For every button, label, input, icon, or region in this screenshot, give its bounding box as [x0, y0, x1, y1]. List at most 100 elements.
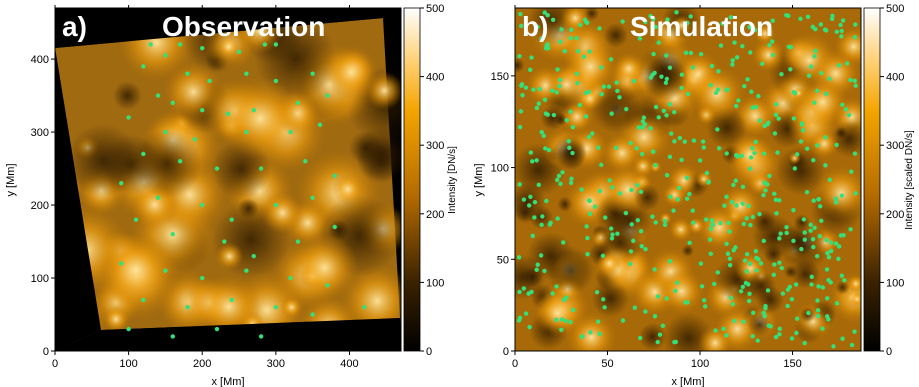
feature-marker	[834, 29, 840, 34]
feature-marker	[840, 102, 845, 108]
feature-marker	[741, 319, 746, 324]
intensity-patch	[612, 52, 645, 85]
feature-marker	[809, 274, 815, 280]
feature-marker	[516, 255, 522, 260]
feature-marker	[538, 253, 544, 258]
feature-marker	[738, 289, 744, 294]
feature-marker	[214, 326, 220, 332]
feature-marker	[750, 214, 756, 220]
feature-marker	[690, 65, 696, 70]
feature-marker	[685, 91, 691, 97]
feature-marker	[826, 277, 831, 283]
feature-marker	[528, 194, 533, 199]
feature-marker	[610, 185, 615, 190]
observation-colorbar-label: Intensity [DN/s]	[447, 146, 458, 214]
feature-marker	[801, 217, 807, 222]
feature-marker	[543, 111, 549, 116]
feature-marker	[836, 63, 842, 68]
feature-marker	[771, 272, 777, 278]
feature-marker	[814, 253, 820, 259]
feature-marker	[550, 88, 555, 93]
intensity-patch	[747, 312, 772, 337]
feature-marker	[637, 335, 643, 341]
y-tick-label: 150	[491, 71, 509, 83]
feature-marker	[745, 77, 750, 82]
feature-marker	[848, 227, 853, 232]
feature-marker	[774, 211, 779, 216]
feature-marker	[310, 312, 315, 317]
feature-marker	[852, 151, 858, 156]
intensity-patch	[756, 286, 785, 314]
feature-marker	[709, 63, 715, 69]
feature-marker	[839, 193, 845, 198]
intensity-patch	[671, 15, 693, 36]
y-tick-label: 0	[503, 346, 509, 358]
feature-marker	[731, 182, 736, 188]
feature-marker	[664, 76, 670, 82]
feature-marker	[244, 129, 249, 135]
feature-marker	[698, 51, 704, 57]
feature-marker	[629, 187, 634, 193]
feature-marker	[816, 313, 821, 319]
feature-marker	[834, 301, 840, 306]
feature-marker	[683, 300, 688, 305]
feature-marker	[539, 36, 544, 41]
feature-marker	[650, 214, 655, 219]
feature-marker	[325, 93, 330, 98]
feature-marker	[828, 240, 834, 245]
feature-marker	[648, 126, 653, 131]
feature-marker	[634, 146, 639, 151]
intensity-patch	[797, 76, 849, 128]
feature-marker	[770, 39, 775, 44]
feature-marker	[551, 112, 557, 118]
feature-marker	[676, 185, 682, 191]
feature-marker	[623, 210, 629, 216]
feature-marker	[579, 334, 585, 339]
feature-marker	[839, 34, 844, 39]
feature-marker	[570, 307, 576, 313]
intensity-patch	[830, 120, 861, 158]
intensity-patch	[681, 244, 694, 257]
feature-marker	[236, 49, 242, 54]
feature-marker	[853, 191, 858, 196]
feature-marker	[761, 192, 766, 198]
feature-marker	[653, 24, 658, 30]
feature-marker	[251, 253, 256, 259]
feature-marker	[825, 250, 830, 256]
feature-marker	[535, 24, 540, 30]
feature-marker	[740, 284, 746, 290]
feature-marker	[560, 170, 565, 175]
feature-marker	[746, 298, 752, 304]
feature-marker	[787, 284, 793, 290]
feature-marker	[582, 17, 588, 23]
feature-marker	[643, 246, 648, 252]
feature-marker	[542, 97, 548, 102]
feature-marker	[716, 69, 721, 74]
feature-marker	[775, 150, 780, 155]
feature-marker	[635, 218, 640, 223]
feature-marker	[650, 149, 656, 155]
feature-marker	[614, 80, 619, 85]
feature-marker	[674, 10, 679, 15]
feature-marker	[793, 282, 799, 287]
colorbar-tick-label: 400	[886, 72, 904, 84]
feature-marker	[631, 238, 636, 243]
feature-marker	[761, 238, 766, 244]
feature-marker	[599, 92, 604, 97]
feature-marker	[608, 57, 614, 62]
feature-marker	[780, 291, 786, 296]
feature-marker	[813, 26, 818, 32]
feature-marker	[761, 151, 767, 156]
feature-marker	[734, 55, 740, 60]
feature-marker	[774, 102, 779, 107]
feature-marker	[617, 191, 623, 196]
colorbar-tick-label: 300	[426, 140, 444, 152]
feature-marker	[853, 22, 858, 27]
feature-marker	[665, 17, 670, 22]
feature-marker	[817, 204, 823, 209]
observation-xlabel: x [Mm]	[212, 376, 245, 387]
feature-marker	[599, 162, 604, 168]
feature-marker	[574, 71, 580, 76]
feature-marker	[776, 116, 781, 121]
intensity-patch	[552, 134, 587, 170]
